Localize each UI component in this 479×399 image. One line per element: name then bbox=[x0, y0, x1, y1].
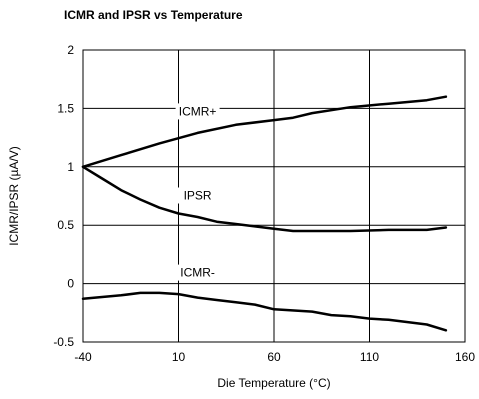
x-tick-label: 60 bbox=[267, 350, 281, 364]
series-label-background bbox=[175, 264, 220, 281]
y-tick-labels: -0.5 0 0.5 1 1.5 2 bbox=[53, 43, 74, 349]
x-tick-label: 160 bbox=[455, 350, 475, 364]
series-label: ICMR- bbox=[180, 266, 215, 280]
y-tick-label: 1.5 bbox=[57, 101, 74, 115]
y-tick-label: 1 bbox=[67, 160, 74, 174]
series-labels: ICMR+ IPSR ICMR- bbox=[175, 103, 220, 281]
chart-title: ICMR and IPSR vs Temperature bbox=[64, 8, 243, 22]
series-label-background bbox=[175, 103, 220, 120]
x-axis-label: Die Temperature (°C) bbox=[217, 376, 330, 390]
series-lines bbox=[81, 95, 448, 332]
y-tick-label: -0.5 bbox=[53, 335, 74, 349]
y-tick-label: 0 bbox=[67, 277, 74, 291]
series-label-background bbox=[175, 187, 220, 204]
x-tick-label: 10 bbox=[172, 350, 186, 364]
y-tick-label: 0.5 bbox=[57, 218, 74, 232]
series-line-ipsr bbox=[81, 165, 448, 233]
x-tick-labels: -40 10 60 110 160 bbox=[74, 350, 475, 364]
grid-lines bbox=[82, 49, 466, 343]
x-tick-label: -40 bbox=[74, 350, 92, 364]
series-label: ICMR+ bbox=[179, 104, 217, 118]
series-line-icmr- bbox=[81, 291, 448, 332]
series-label: IPSR bbox=[184, 189, 212, 203]
plot-frame bbox=[82, 49, 466, 343]
series-line-icmr- bbox=[81, 95, 448, 169]
x-tick-label: 110 bbox=[360, 350, 379, 364]
y-tick-label: 2 bbox=[67, 43, 74, 57]
y-axis-label: ICMR/IPSR (µA/V) bbox=[7, 146, 21, 246]
